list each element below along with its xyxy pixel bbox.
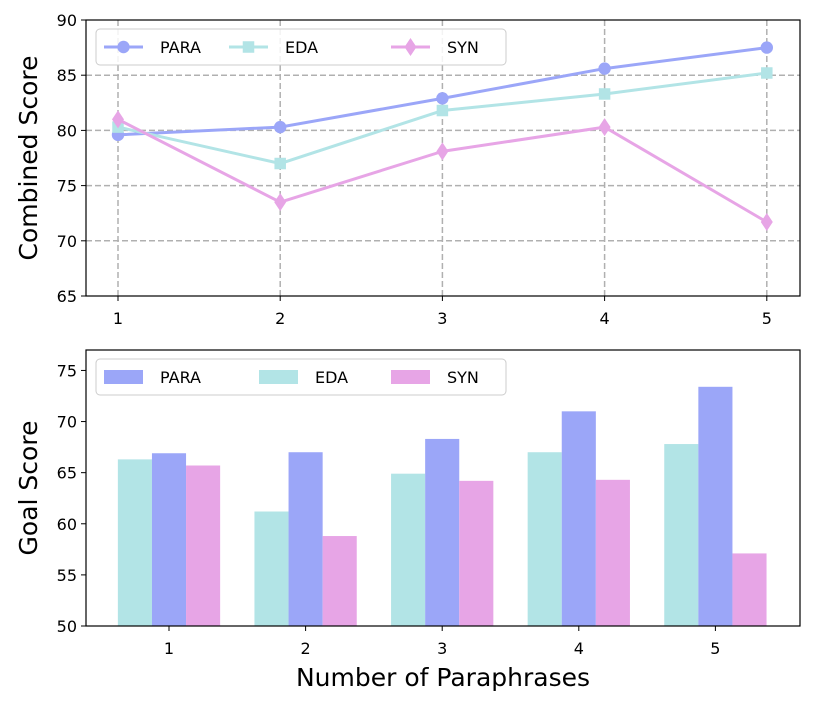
bar-chart-ytick-label: 75 (57, 361, 77, 380)
bar-chart-ticks: 50 55 60 65 70 75 1 2 3 4 5 (57, 361, 721, 658)
bar-chart-xtick-label: 3 (437, 639, 447, 658)
bar-legend-label-syn: SYN (447, 368, 479, 387)
para-bar (561, 411, 596, 626)
line-legend-item-para: PARA (104, 38, 201, 57)
bar-chart-ytick-label: 70 (57, 413, 77, 432)
bar-legend-box (95, 358, 507, 396)
line-legend-marker-eda (242, 41, 255, 53)
bar-legend-swatch-eda (259, 370, 298, 384)
eda-bar (527, 452, 562, 626)
para-point (598, 62, 611, 75)
bar-chart-ytick-label: 55 (57, 566, 77, 585)
bar-chart-ytick-label: 65 (57, 464, 77, 483)
bar-legend-swatch-para (104, 370, 143, 384)
syn-line (117, 118, 768, 224)
bar-chart-bars (117, 386, 767, 626)
bar-chart-xtick-label: 5 (710, 639, 720, 658)
line-chart-y-axis-label: Combined Score (14, 56, 43, 261)
line-chart-ytick-label: 65 (57, 287, 77, 306)
eda-point (598, 88, 611, 100)
line-chart-series (111, 41, 773, 232)
eda-bar (664, 444, 699, 626)
bar-legend-item-para: PARA (104, 368, 201, 387)
bar-chart-y-axis-label: Goal Score (14, 421, 43, 556)
bar-chart-frame (85, 349, 801, 627)
line-legend-marker-para (117, 40, 130, 54)
syn-point (436, 142, 449, 161)
syn-bar (732, 553, 767, 626)
line-chart-xtick-label: 2 (275, 309, 285, 328)
bar-chart-legend: PARA EDA SYN (95, 358, 507, 396)
line-legend-box (95, 28, 507, 66)
para-bar (288, 452, 323, 626)
line-chart-ticks: 65 70 75 80 85 90 1 2 3 4 5 (57, 11, 772, 328)
line-chart-ytick-label: 90 (57, 11, 77, 30)
eda-point (274, 157, 286, 170)
bar-legend-item-syn: SYN (391, 368, 479, 387)
bar-chart-ytick-label: 50 (57, 617, 77, 636)
syn-point (112, 110, 124, 129)
line-legend-label-eda: EDA (285, 38, 318, 57)
line-chart-legend: PARA EDA SYN (95, 28, 507, 66)
syn-bar (459, 480, 494, 626)
line-chart-ytick-label: 80 (57, 121, 77, 140)
line-legend-label-syn: SYN (447, 38, 479, 57)
syn-bar (186, 465, 221, 626)
bar-chart-ytick-label: 60 (57, 515, 77, 534)
bar-chart-x-axis-label: Number of Paraphrases (296, 663, 590, 692)
bar-legend-item-eda: EDA (259, 368, 348, 387)
line-chart-panel: 65 70 75 80 85 90 1 2 3 4 5 Combined Score PARA EDA… (14, 11, 801, 328)
syn-point (598, 118, 611, 137)
syn-point (274, 193, 287, 212)
eda-point (761, 67, 773, 79)
para-point (436, 92, 449, 105)
line-chart-xtick-label: 4 (600, 309, 610, 328)
line-chart-xtick-label: 1 (113, 309, 123, 328)
bar-chart-xtick-label: 4 (574, 639, 584, 658)
line-chart-ytick-label: 85 (57, 66, 77, 85)
bar-legend-label-eda: EDA (315, 368, 348, 387)
eda-bar (391, 473, 426, 626)
para-bar (151, 453, 187, 626)
line-chart-frame (85, 19, 801, 297)
line-chart-ytick-label: 75 (57, 177, 77, 196)
line-chart-ytick-label: 70 (57, 232, 77, 251)
bar-legend-label-para: PARA (160, 368, 201, 387)
bar-chart-xtick-label: 1 (164, 639, 174, 658)
line-legend-marker-syn (404, 38, 417, 56)
bar-chart-panel: 50 55 60 65 70 75 1 2 3 4 5 Goal Score Number of P… (14, 349, 801, 692)
line-chart-xtick-label: 5 (762, 309, 772, 328)
para-bar (698, 386, 733, 626)
syn-bar (322, 536, 357, 626)
line-legend-item-eda: EDA (229, 38, 318, 57)
para-point (760, 41, 773, 54)
syn-bar (595, 479, 630, 626)
para-bar (425, 438, 460, 626)
syn-point (760, 213, 773, 232)
para-point (274, 120, 287, 134)
line-legend-label-para: PARA (160, 38, 201, 57)
eda-point (436, 104, 449, 117)
line-chart-xtick-label: 3 (437, 309, 447, 328)
bar-legend-swatch-syn (391, 370, 430, 384)
line-legend-item-syn: SYN (391, 38, 479, 57)
eda-bar (117, 459, 152, 626)
bar-chart-xtick-label: 2 (301, 639, 311, 658)
eda-bar (254, 511, 289, 626)
